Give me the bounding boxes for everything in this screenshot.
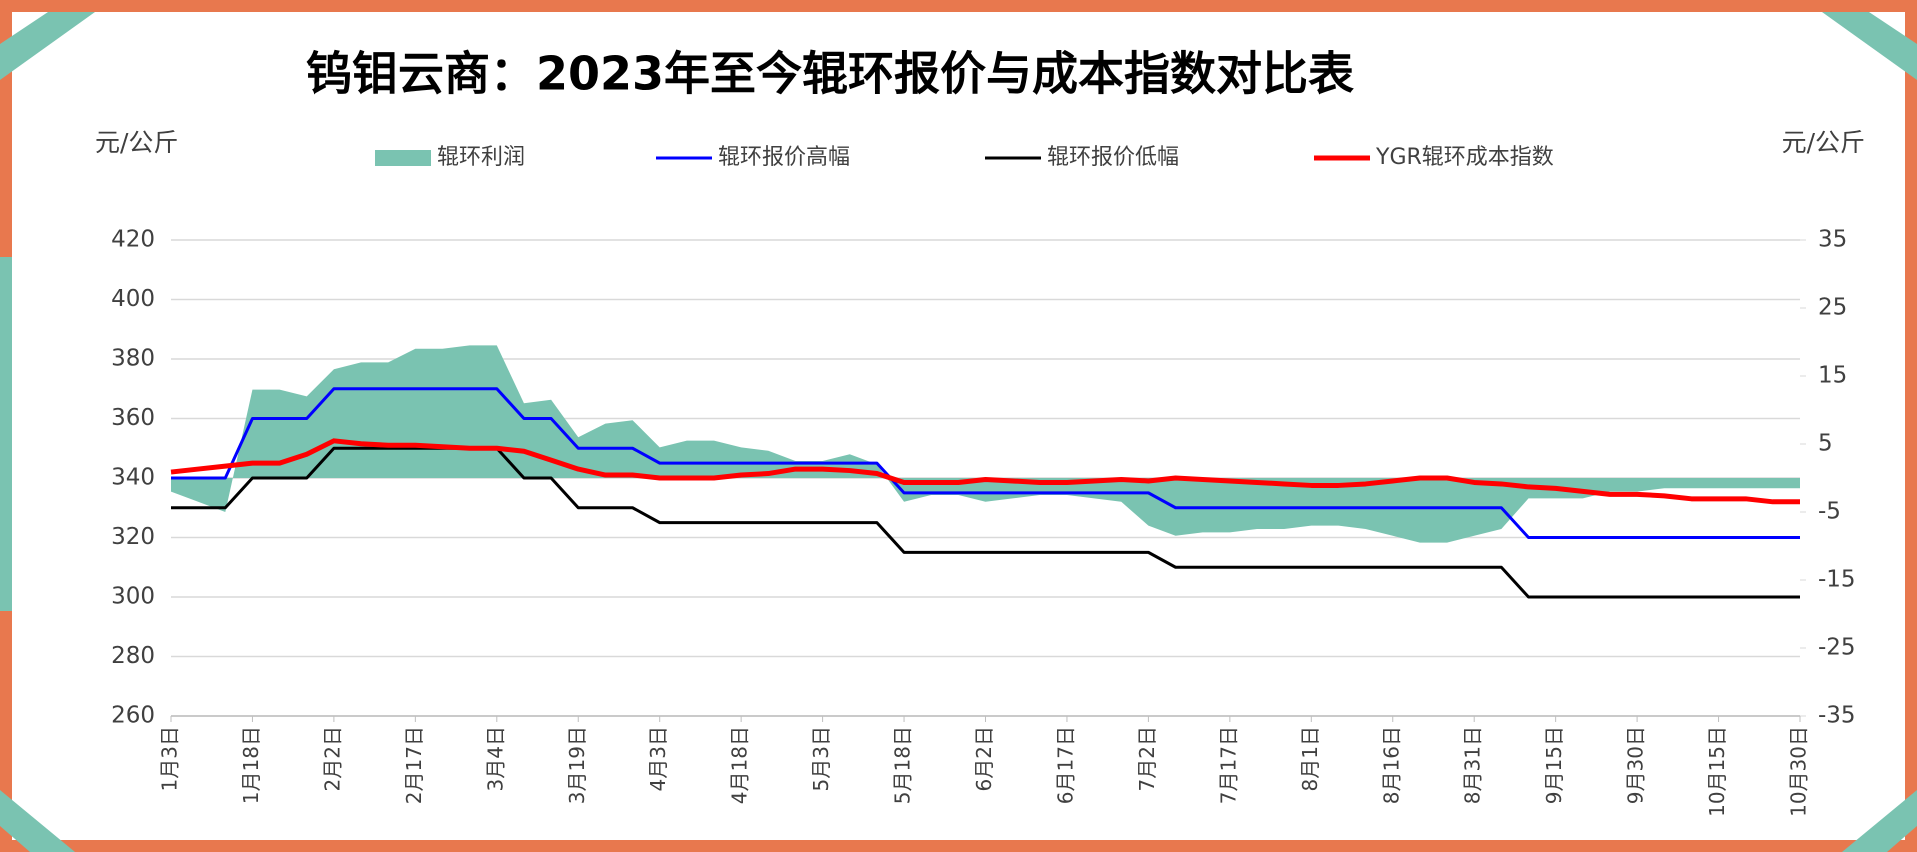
y-tick-label: 340: [111, 465, 155, 491]
y-tick-label: 260: [111, 703, 155, 729]
y2-tick-label: 15: [1818, 363, 1847, 389]
y-tick-label: 380: [111, 346, 155, 372]
y-tick-label: 360: [111, 405, 155, 431]
y-tick-label: 420: [111, 227, 155, 253]
y2-tick-label: -35: [1818, 703, 1856, 729]
y-tick-label: 280: [111, 643, 155, 669]
x-tick-label: 8月16日: [1379, 726, 1403, 804]
legend-label: 辊环报价高幅: [718, 145, 850, 170]
x-tick-label: 5月3日: [809, 726, 833, 791]
area: [171, 345, 1800, 543]
x-tick-label: 9月30日: [1624, 726, 1648, 804]
legend-label: 辊环利润: [437, 145, 525, 170]
x-tick-label: 1月18日: [239, 726, 263, 804]
y-axis-title: 元/公斤: [95, 128, 178, 157]
y2-tick-label: -25: [1818, 635, 1856, 661]
y2-tick-label: -15: [1818, 567, 1856, 593]
x-tick-label: 7月17日: [1216, 726, 1240, 804]
x-tick-label: 8月1日: [1298, 726, 1322, 791]
x-tick-label: 8月31日: [1461, 726, 1485, 804]
corner: [1842, 790, 1917, 852]
frame-accent: [0, 257, 12, 611]
y2-axis-title: 元/公斤: [1782, 128, 1865, 157]
x-tick-label: 4月3日: [646, 726, 670, 791]
x-tick-label: 5月18日: [891, 726, 915, 804]
x-tick-label: 2月17日: [402, 726, 426, 804]
line: [171, 387, 1800, 539]
y-tick-label: 300: [111, 584, 155, 610]
x-tick-label: 2月2日: [320, 726, 344, 791]
x-tick-label: 6月2日: [972, 726, 996, 791]
y2-tick-label: 25: [1818, 295, 1847, 321]
x-tick-label: 6月17日: [1053, 726, 1077, 804]
y2-tick-label: 35: [1818, 227, 1847, 253]
corner: [0, 12, 95, 80]
x-tick-label: 10月30日: [1787, 726, 1811, 817]
y2-tick-label: 5: [1818, 431, 1833, 457]
x-tick-label: 3月4日: [483, 726, 507, 791]
corner: [1822, 12, 1917, 80]
x-tick-label: 7月2日: [1135, 726, 1159, 791]
y2-tick-label: -5: [1818, 499, 1841, 525]
x-tick-label: 1月3日: [158, 726, 182, 791]
corner: [0, 790, 75, 852]
x-tick-label: 9月15日: [1542, 726, 1566, 804]
legend-swatch: [375, 150, 431, 166]
y-tick-label: 400: [111, 286, 155, 312]
line: [170, 438, 1800, 505]
y-tick-label: 320: [111, 524, 155, 550]
x-tick-label: 3月19日: [565, 726, 589, 804]
chart-title: 钨钼云商：2023年至今辊环报价与成本指数对比表: [306, 47, 1354, 101]
x-tick-label: 10月15日: [1705, 726, 1729, 817]
x-tick-label: 4月18日: [728, 726, 752, 804]
legend-label: YGR辊环成本指数: [1375, 145, 1554, 170]
legend-label: 辊环报价低幅: [1047, 145, 1179, 170]
